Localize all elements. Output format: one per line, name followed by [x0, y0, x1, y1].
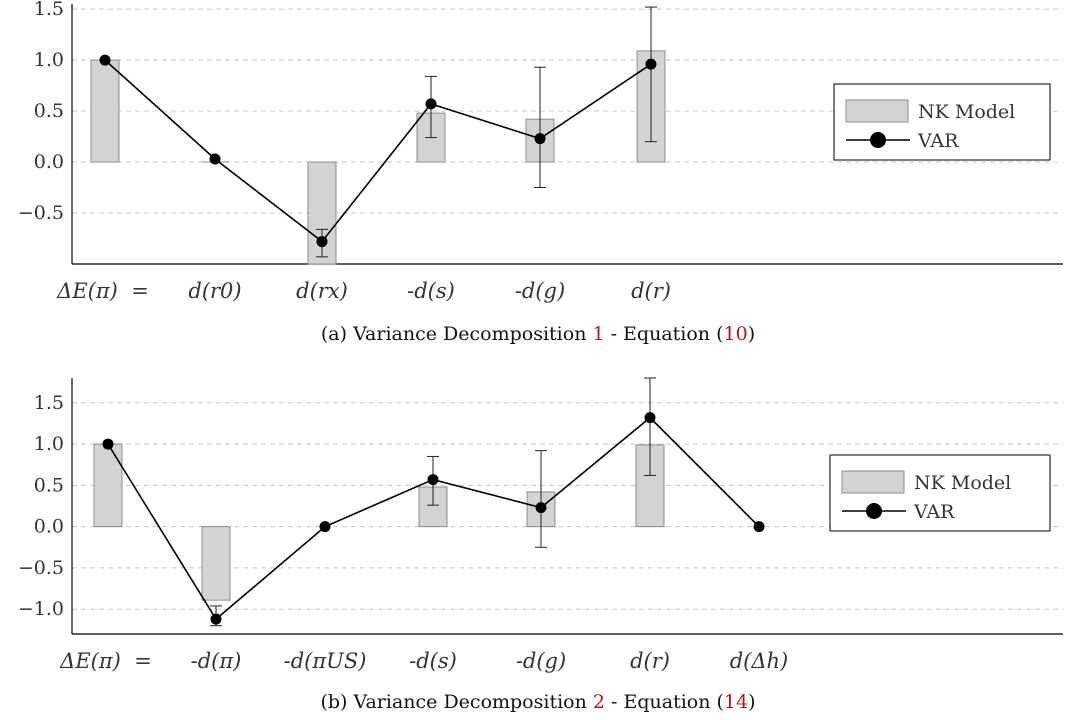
- c1-caption-prefix: (b) Variance Decomposition: [320, 691, 592, 713]
- c1-caption-suffix: ): [748, 691, 755, 713]
- c0-legend: NK Model VAR: [833, 83, 1051, 161]
- c1-category-label: -d(s): [409, 649, 457, 673]
- c1-bar: [93, 443, 123, 528]
- c0-ytick-label: 1.0: [34, 49, 64, 71]
- c1-category-label: ΔE(π) =: [59, 649, 152, 673]
- c1-var-point: [427, 474, 439, 486]
- c0-ytick-label: 1.5: [34, 0, 64, 20]
- c0-category-label: -d(g): [515, 279, 565, 303]
- c1-category-label: -d(π): [191, 649, 242, 673]
- c0-caption-eq: 10: [724, 323, 748, 345]
- c0-var-point: [209, 153, 221, 165]
- c1-ytick-label: −0.5: [18, 557, 64, 579]
- c0-caption-suffix: ): [748, 323, 755, 345]
- c1-caption-eq: 14: [724, 691, 748, 713]
- c1-legend: NK Model VAR: [829, 454, 1051, 532]
- c1-category-label: -d(πUS): [284, 649, 367, 673]
- c1-bar: [201, 526, 231, 601]
- c0-var-point: [534, 133, 546, 145]
- c0-ytick-label: 0.5: [34, 100, 64, 122]
- c0-caption: (a) Variance Decomposition 1 - Equation …: [321, 323, 755, 345]
- c0-caption-ref: 1: [592, 323, 604, 345]
- c1-ytick-label: 0.0: [34, 516, 64, 538]
- c1-legend-label: NK Model: [914, 472, 1011, 494]
- c0-var-point: [425, 98, 437, 110]
- c0-ytick-label: −0.5: [18, 202, 64, 224]
- c0-bar: [90, 59, 120, 163]
- c1-var-point: [319, 521, 331, 533]
- c1-legend-label: VAR: [913, 501, 955, 523]
- chart-a: 1.5 1.0 0.5 0.0 −0.5 ΔE(π) = d(r0) d(rx) -d(s) -d…: [18, 0, 1063, 345]
- c0-category-label: -d(s): [407, 279, 455, 303]
- c0-var-point: [99, 54, 111, 66]
- c0-legend-marker-swatch: [870, 132, 886, 148]
- c1-var-point: [644, 412, 656, 424]
- c1-caption-ref: 2: [593, 691, 605, 713]
- c0-caption-middle: - Equation (: [605, 323, 724, 345]
- c0-caption-prefix: (a) Variance Decomposition: [321, 323, 593, 345]
- c1-category-label: -d(g): [516, 649, 566, 673]
- c1-legend-bar-swatch: [841, 470, 905, 494]
- c0-ytick-label: 0.0: [34, 151, 64, 173]
- c1-legend-marker-swatch: [866, 503, 882, 519]
- c0-category-label: d(r): [631, 279, 671, 303]
- c0-var-point: [645, 58, 657, 70]
- c0-var-point: [316, 236, 328, 248]
- c1-caption: (b) Variance Decomposition 2 - Equation …: [320, 691, 755, 713]
- c1-ytick-label: 1.5: [34, 392, 64, 414]
- c0-legend-label: NK Model: [918, 101, 1015, 123]
- c1-category-label: d(Δh): [730, 649, 789, 673]
- c0-var-line: [104, 59, 652, 243]
- c1-ytick-label: −1.0: [18, 598, 64, 620]
- c1-caption-middle: - Equation (: [605, 691, 724, 713]
- c1-var-point: [210, 613, 222, 625]
- c0-category-label: ΔE(π) =: [56, 279, 149, 303]
- c0-category-label: d(rx): [296, 279, 348, 303]
- c0-category-label: d(r0): [188, 279, 241, 303]
- c0-legend-label: VAR: [917, 130, 959, 152]
- c1-ytick-label: 1.0: [34, 433, 64, 455]
- c1-var-point: [753, 521, 765, 533]
- c0-legend-bar-swatch: [845, 99, 909, 123]
- c1-ytick-label: 0.5: [34, 474, 64, 496]
- chart-b: 1.5 1.0 0.5 0.0 −0.5 −1.0 ΔE(π) = -d(π) -d(πUS) -…: [18, 377, 1063, 713]
- c1-var-point: [535, 502, 547, 514]
- c1-category-label: d(r): [630, 649, 670, 673]
- c1-var-point: [102, 438, 114, 450]
